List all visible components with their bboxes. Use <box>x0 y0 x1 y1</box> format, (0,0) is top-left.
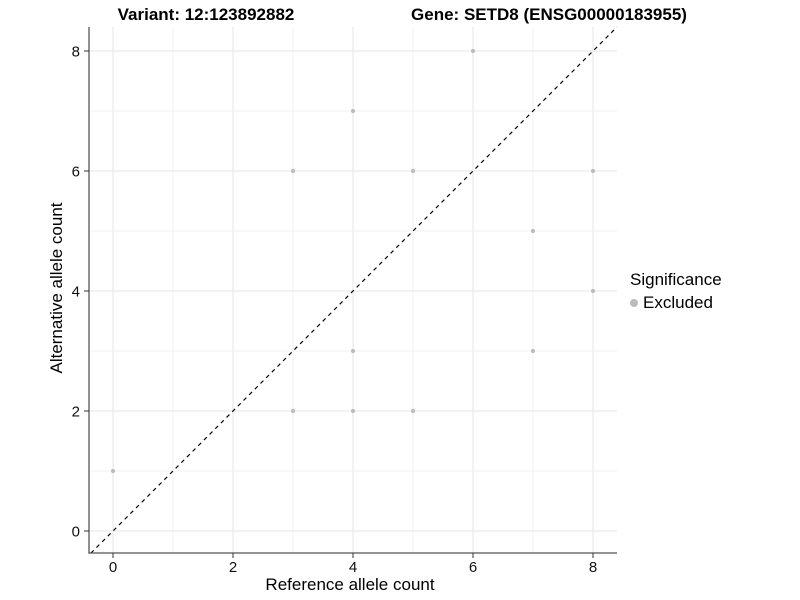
data-point-5-6 <box>410 168 416 174</box>
data-point-3-2 <box>290 408 296 414</box>
identity-line <box>90 26 618 554</box>
x-tick-label-2: 2 <box>229 559 237 576</box>
data-point-8-4 <box>590 288 596 294</box>
legend-item-excluded: Excluded <box>630 293 722 313</box>
gene-title: Gene: SETD8 (ENSG00000183955) <box>411 5 687 24</box>
variant-title: Variant: 12:123892882 <box>117 5 295 24</box>
x-tick-label-0: 0 <box>109 559 117 576</box>
legend-item-label: Excluded <box>643 293 713 312</box>
x-tick-label-6: 6 <box>469 559 477 576</box>
legend-title: Significance <box>630 270 722 289</box>
excluded-point-icon <box>630 299 638 307</box>
data-point-3-6 <box>290 168 296 174</box>
data-point-6-8 <box>470 48 476 54</box>
y-tick-label-2: 2 <box>72 404 80 421</box>
x-axis-label: Reference allele count <box>265 575 435 594</box>
data-point-4-7 <box>350 108 356 114</box>
x-tick-label-4: 4 <box>349 559 357 576</box>
legend: Significance Excluded <box>630 270 722 313</box>
x-tick-label-8: 8 <box>589 559 597 576</box>
y-tick-label-0: 0 <box>72 524 80 541</box>
data-point-0-1 <box>110 468 116 474</box>
data-point-8-6 <box>590 168 596 174</box>
y-tick-label-6: 6 <box>72 164 80 181</box>
data-point-7-3 <box>530 348 536 354</box>
data-point-4-3 <box>350 348 356 354</box>
y-tick-label-8: 8 <box>72 44 80 61</box>
data-point-7-5 <box>530 228 536 234</box>
data-point-5-2 <box>410 408 416 414</box>
data-point-4-2 <box>350 408 356 414</box>
y-tick-label-4: 4 <box>72 284 80 301</box>
